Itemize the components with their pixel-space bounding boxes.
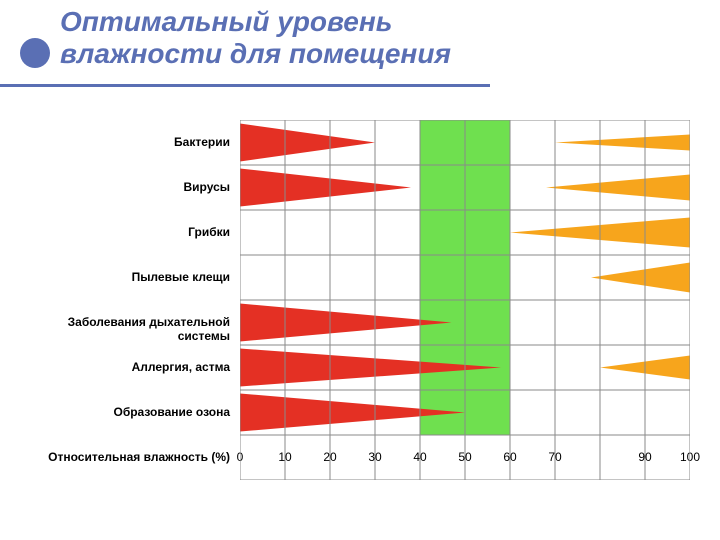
title-line1: Оптимальный уровень xyxy=(60,6,392,37)
row-label: Образование озона xyxy=(20,405,230,419)
slide-header: Оптимальный уровень влажности для помеще… xyxy=(0,0,720,94)
row-label: Аллергия, астма xyxy=(20,360,230,374)
row-label: Заболевания дыхательной системы xyxy=(20,315,230,343)
title-underline xyxy=(0,84,490,87)
row-label: Вирусы xyxy=(20,180,230,194)
row-label: Грибки xyxy=(20,225,230,239)
row-label: Бактерии xyxy=(20,135,230,149)
slide-title: Оптимальный уровень влажности для помеще… xyxy=(60,6,451,70)
title-bullet xyxy=(20,38,50,68)
x-axis-label: Относительная влажность (%) xyxy=(20,450,230,464)
row-label: Пылевые клещи xyxy=(20,270,230,284)
title-line2: влажности для помещения xyxy=(60,38,451,69)
humidity-chart: Бактерии Вирусы Грибки Пылевые клещи Заболев… xyxy=(20,110,700,520)
chart-plot xyxy=(240,120,690,480)
